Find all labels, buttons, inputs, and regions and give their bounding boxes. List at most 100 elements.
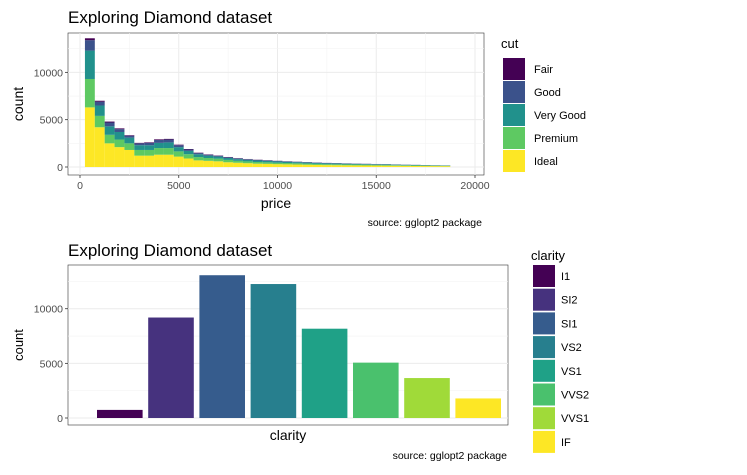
histogram-bar-segment	[154, 148, 164, 155]
bar-si1	[199, 275, 245, 418]
histogram-bar-segment	[312, 165, 322, 167]
histogram-bar-segment	[332, 165, 342, 167]
legend-swatch	[533, 289, 555, 311]
histogram-bar-segment	[213, 156, 223, 157]
histogram-bar-segment	[361, 164, 371, 165]
legend-swatch	[533, 360, 555, 382]
histogram-bar-segment	[282, 163, 292, 164]
histogram-bar-segment	[233, 161, 243, 163]
histogram-bar-segment	[124, 138, 134, 144]
bar-vvs1	[404, 378, 450, 418]
histogram-bar-segment	[213, 161, 223, 167]
histogram-bar-segment	[391, 165, 401, 166]
legend-label: VS1	[561, 366, 582, 378]
histogram-bar-segment	[263, 161, 273, 162]
histogram-bar-segment	[203, 155, 213, 156]
histogram-bar-segment	[134, 156, 144, 167]
histogram-bar-segment	[85, 107, 95, 167]
histogram-bar-segment	[154, 155, 164, 167]
legend-label: VS2	[561, 342, 582, 354]
y-tick-label: 5000	[40, 115, 64, 127]
histogram-bar-segment	[134, 143, 144, 145]
histogram-bar-segment	[381, 166, 391, 167]
histogram-bar-segment	[361, 165, 371, 166]
histogram-bar-segment	[381, 164, 391, 165]
legend-label: VVS1	[561, 413, 589, 425]
histogram-bar-segment	[213, 159, 223, 162]
histogram-bar-segment	[243, 159, 253, 160]
y-tick-label: 0	[57, 162, 63, 174]
bar-if	[455, 398, 501, 418]
histogram-bar-segment	[223, 158, 233, 160]
x-tick-label: 15000	[362, 180, 391, 192]
histogram-bar-segment	[322, 163, 332, 164]
legend-label: Fair	[534, 64, 553, 76]
histogram-bar-segment	[95, 127, 105, 167]
legend-swatch	[503, 81, 525, 103]
legend-swatch	[503, 127, 525, 149]
histogram-bar-segment	[154, 139, 164, 140]
histogram-bar-segment	[292, 165, 302, 167]
legend-label: IF	[561, 437, 571, 449]
y-tick-label: 0	[57, 413, 63, 425]
histogram-bar-segment	[154, 140, 164, 143]
histogram-bar-segment	[213, 157, 223, 159]
histogram-bar-segment	[312, 164, 322, 165]
legend-label: Good	[534, 87, 561, 99]
histogram-bar-segment	[85, 38, 95, 40]
histogram-bar-segment	[124, 136, 134, 138]
histogram-bar-segment	[243, 160, 253, 162]
histogram-bar-segment	[184, 151, 194, 154]
histogram-bar-segment	[223, 162, 233, 167]
histogram-bar-segment	[164, 139, 174, 140]
histogram-bar-segment	[174, 157, 184, 167]
histogram-bar-segment	[352, 165, 362, 166]
histogram-bar-segment	[342, 164, 352, 165]
histogram-bar-segment	[312, 163, 322, 164]
histogram-bar-segment	[194, 157, 204, 160]
bar-i1	[97, 410, 143, 418]
histogram-bar-segment	[302, 163, 312, 164]
chart-title: Exploring Diamond dataset	[68, 8, 272, 27]
bar-si2	[148, 318, 194, 418]
histogram-bar-segment	[233, 159, 243, 161]
histogram-bar-segment	[282, 164, 292, 167]
histogram-bar-segment	[411, 165, 421, 166]
histogram-bar-segment	[381, 165, 391, 166]
x-axis-label: clarity	[270, 427, 307, 443]
histogram-bar-segment	[194, 160, 204, 167]
legend-label: I1	[561, 271, 570, 283]
bar-vvs2	[353, 363, 399, 418]
caption: source: gglopt2 package	[393, 450, 508, 462]
x-axis-label: price	[261, 195, 292, 211]
histogram-bar-segment	[322, 164, 332, 165]
histogram-bar-segment	[243, 161, 253, 163]
histogram-bar-segment	[253, 160, 263, 162]
y-axis-label: count	[11, 329, 26, 361]
histogram-bar-segment	[115, 140, 125, 148]
histogram-bar-segment	[332, 164, 342, 165]
histogram-bar-segment	[292, 162, 302, 163]
histogram-bar-segment	[174, 145, 184, 147]
histogram-bar-segment	[233, 158, 243, 159]
histogram-bar-segment	[391, 165, 401, 166]
y-axis-label: count	[10, 87, 26, 121]
histogram-bar-segment	[263, 160, 273, 161]
histogram-bar-segment	[85, 40, 95, 50]
histogram-bar-segment	[85, 79, 95, 107]
histogram-bar-segment	[253, 164, 263, 167]
legend-title: clarity	[531, 248, 565, 263]
histogram-bar-segment	[263, 162, 273, 164]
histogram-bar-segment	[194, 153, 204, 154]
histogram-bar-segment	[115, 147, 125, 167]
histogram-bar-segment	[223, 160, 233, 162]
histogram-bar-segment	[105, 126, 115, 135]
histogram-bar-segment	[203, 158, 213, 161]
histogram-bar-segment	[85, 51, 95, 79]
y-tick-label: 10000	[34, 304, 63, 316]
